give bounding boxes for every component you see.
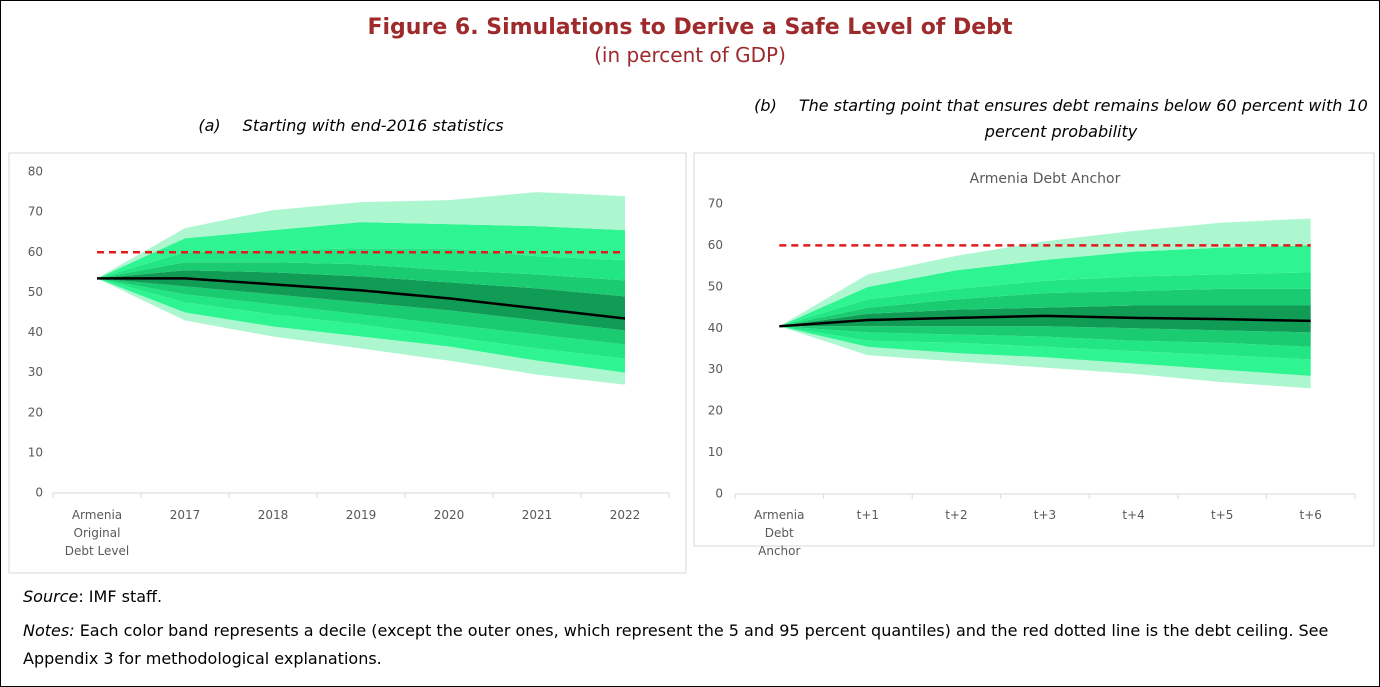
x-tick-label: t+6 <box>1276 506 1346 524</box>
y-tick-label: 0 <box>715 487 723 501</box>
fan-band <box>97 270 625 319</box>
y-tick-label: 50 <box>28 285 43 299</box>
fan-band <box>97 222 625 279</box>
fan-band <box>779 245 1311 327</box>
x-tick-text: Armenia Debt Anchor <box>754 508 805 558</box>
x-tick-text: 2020 <box>433 508 465 522</box>
x-tick-text: 2019 <box>345 508 377 522</box>
fan-band <box>97 278 625 359</box>
x-tick-text: 2021 <box>521 508 553 522</box>
x-tick-label: 2018 <box>238 506 308 524</box>
fan-band <box>779 326 1311 347</box>
panel-frame <box>693 152 1375 547</box>
source-text: : IMF staff. <box>78 587 163 606</box>
fan-band <box>97 192 625 279</box>
panel-title: The starting point that ensures debt rem… <box>798 96 1368 141</box>
median-line <box>97 277 626 320</box>
y-tick-label: 40 <box>708 321 723 335</box>
panel-frame <box>8 152 687 574</box>
x-tick-text: t+6 <box>1299 508 1322 522</box>
y-tick-label: 80 <box>28 165 43 179</box>
x-tick-label: t+1 <box>833 506 903 524</box>
chart-title: Armenia Debt Anchor <box>970 171 1121 187</box>
y-tick-label: 70 <box>708 197 723 211</box>
x-tick-label: t+3 <box>1010 506 1080 524</box>
y-tick-label: 10 <box>708 445 723 459</box>
x-tick-label: 2021 <box>502 506 572 524</box>
x-tick-text: t+1 <box>856 508 880 522</box>
panel-title: Starting with end-2016 statistics <box>242 116 504 135</box>
x-tick-text: t+5 <box>1210 508 1234 522</box>
source-label: Source <box>23 587 79 606</box>
panel-heading: (a) Starting with end-2016 statistics <box>41 113 661 139</box>
x-tick-text: 2018 <box>257 508 289 522</box>
figure-title: Figure 6. Simulations to Derive a Safe L… <box>367 15 1013 40</box>
y-tick-label: 60 <box>28 245 43 259</box>
x-tick-text: 2017 <box>169 508 201 522</box>
x-tick-text: 2022 <box>609 508 641 522</box>
x-tick-label: 2020 <box>414 506 484 524</box>
panel-label: (b) <box>754 96 777 115</box>
y-tick-label: 30 <box>28 365 43 379</box>
x-tick-text: t+4 <box>1122 508 1145 522</box>
x-tick-label: Armenia Original Debt Level <box>62 506 132 560</box>
source: Source: IMF staff. <box>23 583 1363 611</box>
fan-band <box>779 288 1311 327</box>
y-tick-label: 10 <box>28 445 43 459</box>
x-tick-label: 2022 <box>590 506 660 524</box>
figure-subtitle: (in percent of GDP) <box>594 43 786 67</box>
x-tick-text: t+3 <box>1033 508 1057 522</box>
x-tick-text: t+2 <box>945 508 968 522</box>
fan-band <box>779 272 1311 327</box>
median-line <box>779 314 1311 328</box>
y-tick-label: 20 <box>28 405 43 419</box>
y-tick-label: 30 <box>708 362 723 376</box>
fan-band <box>97 278 625 373</box>
notes: Notes: Each color band represents a deci… <box>23 617 1363 673</box>
x-tick-label: t+2 <box>921 506 991 524</box>
fan-band <box>97 278 625 345</box>
panel-heading: (b) The starting point that ensures debt … <box>741 93 1379 145</box>
notes-text: Each color band represents a decile (exc… <box>23 621 1329 668</box>
y-tick-label: 70 <box>28 205 43 219</box>
panel-label: (a) <box>198 116 221 135</box>
y-tick-label: 50 <box>708 279 723 293</box>
fan-band <box>779 326 1311 376</box>
x-tick-label: Armenia Debt Anchor <box>744 506 814 560</box>
fan-band <box>97 248 625 281</box>
x-tick-label: t+5 <box>1187 506 1257 524</box>
y-tick-label: 0 <box>35 486 43 500</box>
y-tick-label: 60 <box>708 238 723 252</box>
x-tick-label: 2019 <box>326 506 396 524</box>
notes-label: Notes: <box>23 621 75 640</box>
x-tick-label: t+4 <box>1099 506 1169 524</box>
fan-band <box>779 326 1311 360</box>
x-tick-label: 2017 <box>150 506 220 524</box>
fan-band <box>97 278 625 385</box>
x-tick-text: Armenia Original Debt Level <box>64 508 130 558</box>
y-tick-label: 40 <box>28 325 43 339</box>
fan-band <box>97 262 625 297</box>
y-tick-label: 20 <box>708 404 723 418</box>
